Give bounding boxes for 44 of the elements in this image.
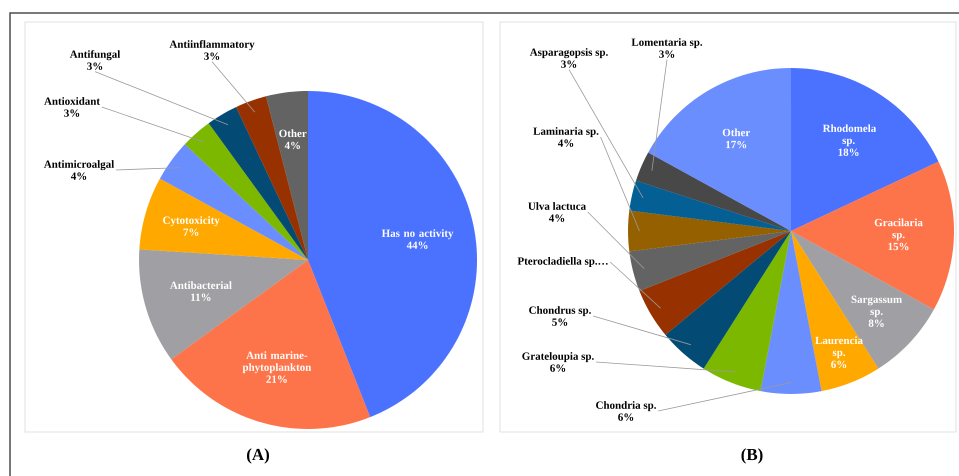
slice-label: Laminaria sp. <box>533 127 598 138</box>
slice-label: Other <box>279 129 307 138</box>
slice-label: Antioxidant <box>44 97 100 105</box>
data-label: 17% <box>726 140 746 148</box>
slice-label: Gracilaria sp. <box>874 218 923 240</box>
slice-label: Cytotoxicity <box>163 216 220 226</box>
slice-label: Antiinflammatory <box>170 40 255 50</box>
data-label: 21% <box>266 376 287 383</box>
slice-label: Lomentaria sp. <box>632 38 702 48</box>
slice-label: Sargassum sp. <box>852 296 902 318</box>
slice-label: Antibacterial <box>170 281 232 289</box>
slice-label: Ulva lactuca <box>528 202 586 210</box>
data-label: 7% <box>184 228 198 236</box>
data-label: 8% <box>868 320 884 327</box>
data-label: 6% <box>550 364 566 372</box>
slice-label: Chondrus sp. <box>529 306 591 316</box>
slice-label: Grateloupia sp. <box>522 352 594 362</box>
slice-label: Antimicroalgal <box>44 160 114 170</box>
data-label: 3% <box>561 60 576 68</box>
data-label: 11% <box>191 294 211 301</box>
data-label: 4% <box>548 214 564 222</box>
data-label: 15% <box>888 242 908 250</box>
data-label: 6% <box>618 413 634 421</box>
text: (A) <box>247 448 270 464</box>
slice-label: Has no activity <box>382 229 454 240</box>
slice-label: Chondria sp. <box>596 401 656 412</box>
text: (B) <box>741 448 763 464</box>
data-label: 4% <box>284 142 300 150</box>
slice-label: Anti marine-phytoplankton <box>242 351 312 374</box>
data-label: 3% <box>64 109 80 117</box>
data-label: 6% <box>831 360 846 368</box>
data-label: 5% <box>552 318 568 326</box>
data-label: 3% <box>204 52 220 60</box>
slice-label: Rhodomela sp. <box>822 124 876 146</box>
data-label: 3% <box>659 50 674 58</box>
slice-label: Pterocladiella sp.… <box>518 257 608 267</box>
data-label: 3% <box>87 62 102 70</box>
slice-label: Other <box>722 128 750 136</box>
data-label: 4% <box>70 172 86 180</box>
slice-label: Antifungal <box>70 50 120 60</box>
data-label: 4% <box>558 139 574 147</box>
data-label: 44% <box>406 242 428 249</box>
slice-label: Asparagopsis sp. <box>530 48 608 58</box>
data-label: 18% <box>838 148 859 156</box>
